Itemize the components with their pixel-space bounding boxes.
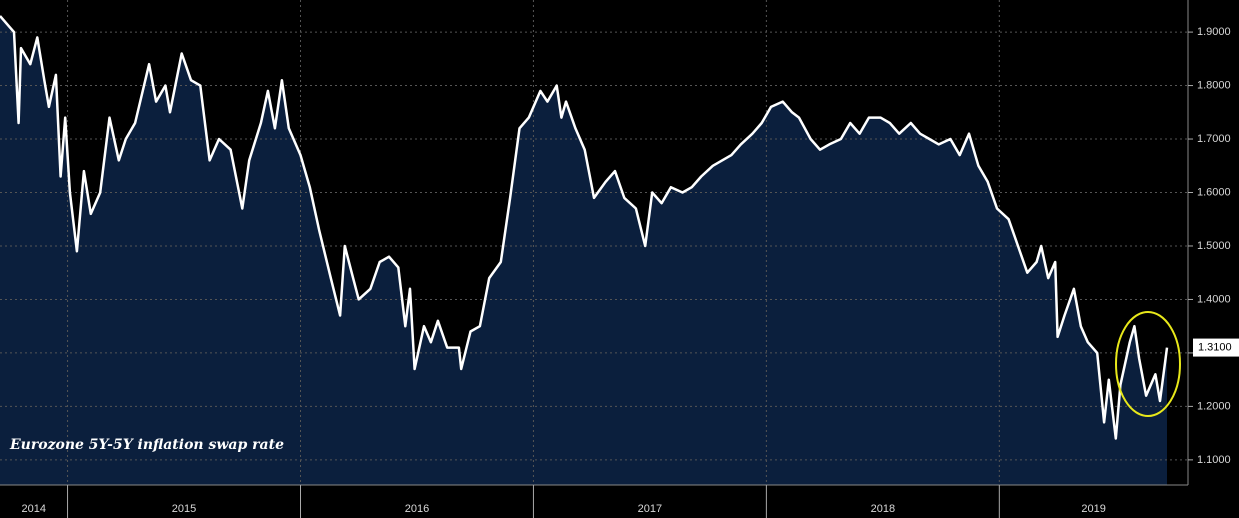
line [0, 15, 1169, 440]
area [0, 16, 1167, 485]
x-tick-label: 2016 [405, 503, 429, 515]
y-tick-label: 1.9000 [1197, 26, 1231, 38]
y-tick-label: 1.7000 [1197, 133, 1231, 145]
x-tick-label: 2015 [172, 503, 196, 515]
x-tick-label: 2018 [871, 503, 895, 515]
x-tick-label: 2014 [22, 503, 46, 515]
y-tick-label: 1.8000 [1197, 79, 1231, 91]
y-tick-label: 1.4000 [1197, 293, 1231, 305]
y-tick-label: 1.1000 [1197, 454, 1231, 466]
y-tick-label: 1.2000 [1197, 400, 1231, 412]
x-tick-label: 2019 [1081, 503, 1105, 515]
highlight-ellipse [1115, 311, 1181, 417]
last-value-label: 1.3100 [1198, 341, 1232, 353]
y-tick-label: 1.5000 [1197, 240, 1231, 252]
y-tick-label: 1.6000 [1197, 186, 1231, 198]
plot-area [0, 0, 1188, 485]
last-value-box [1193, 338, 1239, 357]
annotation: Eurozone 5Y-5Y inflation swap rate [9, 437, 284, 453]
x-tick-label: 2017 [638, 503, 662, 515]
